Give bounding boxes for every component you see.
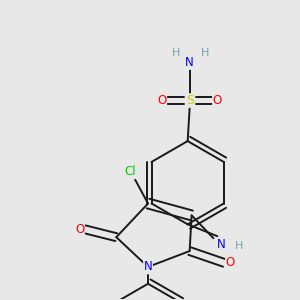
Text: N: N [185, 56, 194, 69]
Text: H: H [172, 48, 180, 58]
Text: O: O [213, 94, 222, 107]
Text: N: N [217, 238, 226, 250]
Text: O: O [226, 256, 235, 269]
Text: H: H [201, 48, 210, 58]
Text: S: S [186, 94, 194, 107]
Text: H: H [235, 241, 243, 251]
Text: O: O [157, 94, 167, 107]
Text: O: O [75, 223, 84, 236]
Text: Cl: Cl [124, 165, 136, 178]
Text: N: N [144, 260, 152, 273]
